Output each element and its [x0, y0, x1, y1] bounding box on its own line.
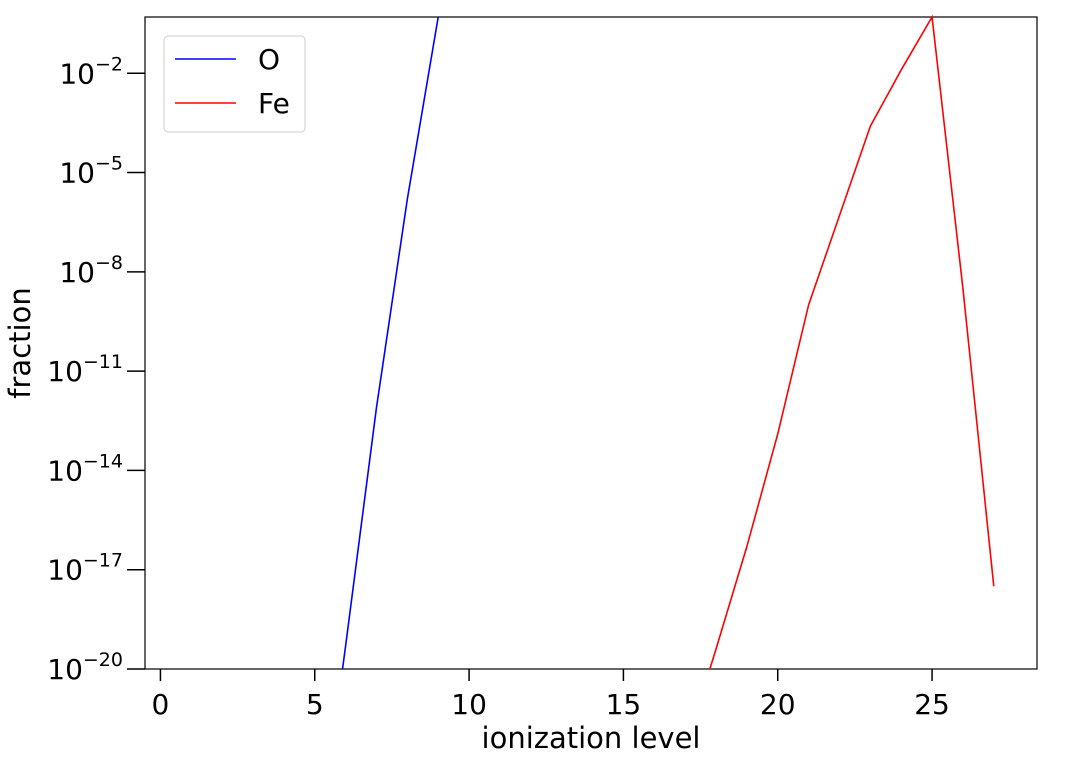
- legend-label-o: O: [258, 43, 280, 76]
- y-axis-label: fraction: [3, 287, 37, 398]
- x-tick-label: 25: [914, 688, 950, 721]
- y-tick-label: 10−2: [59, 53, 123, 90]
- series-layer: [341, 14, 995, 670]
- y-tick-label: 10−5: [59, 153, 123, 190]
- x-axis-label: ionization level: [482, 721, 701, 755]
- x-tick-label: 10: [451, 688, 487, 721]
- y-tick-label: 10−20: [47, 649, 123, 686]
- legend-box: [163, 35, 306, 133]
- y-tick-label: 10−11: [47, 351, 123, 388]
- y-tick-label: 10−14: [47, 450, 123, 487]
- legend-label-fe: Fe: [258, 87, 290, 120]
- x-tick-label: 5: [306, 688, 324, 721]
- series-line-fe: [709, 14, 995, 670]
- series-line-o: [341, 16, 440, 670]
- y-tick-label: 10−8: [59, 252, 123, 289]
- x-tick-label: 15: [606, 688, 642, 721]
- legend: O Fe: [163, 35, 306, 133]
- y-tick-label: 10−17: [47, 550, 123, 587]
- ticks-layer: 0 5 10 15 20 25 10−2 10−5 10−8 10−11 10−14 10−17 10−…: [47, 53, 950, 721]
- x-tick-label: 0: [152, 688, 170, 721]
- x-tick-label: 20: [760, 688, 796, 721]
